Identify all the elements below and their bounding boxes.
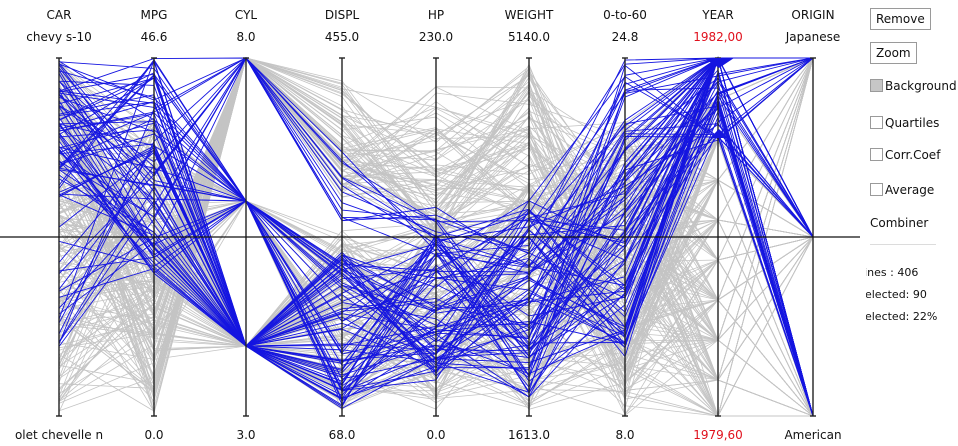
quartiles-label: Quartiles <box>885 116 940 130</box>
axis-min-origin: American <box>784 428 842 442</box>
panel-divider <box>870 244 936 245</box>
year-upper-filter-handle[interactable] <box>704 58 734 68</box>
axis-min-mpg: 0.0 <box>144 428 164 442</box>
axis-min-displ: 68.0 <box>328 428 356 442</box>
axis-max-hp: 230.0 <box>418 30 454 44</box>
axis-name-year: YEAR <box>702 8 734 22</box>
checkbox-icon <box>870 79 883 92</box>
axis-name-displ: DISPL <box>324 8 360 22</box>
lines-count: Lines : 406 <box>866 266 919 279</box>
axis-name-cyl: CYL <box>234 8 258 22</box>
axis-max-displ: 455.0 <box>324 30 360 44</box>
background-toggle[interactable]: Background <box>870 79 957 93</box>
axis-name-mpg: MPG <box>140 8 168 22</box>
axis-name-hp: HP <box>427 8 445 22</box>
background-label: Background <box>885 79 957 93</box>
remove-button[interactable]: Remove <box>870 8 931 30</box>
selected-percent: Selected: 22% <box>866 310 938 323</box>
quartiles-toggle[interactable]: Quartiles <box>870 116 939 130</box>
axis-min-year: 1979,60 <box>693 428 743 442</box>
axis-max-origin: Japanese <box>785 30 841 44</box>
corr-coef-label: Corr.Coef <box>885 148 941 162</box>
axis-min-car: olet chevelle n <box>14 428 104 442</box>
axis-max-weight: 5140.0 <box>508 30 550 44</box>
average-label: Average <box>885 183 935 197</box>
control-panel: Remove Zoom Background Quartiles Corr.Co… <box>866 0 958 446</box>
zoom-button[interactable]: Zoom <box>870 42 917 64</box>
axis-min-hp: 0.0 <box>426 428 446 442</box>
axis-min-weight: 1613.0 <box>508 428 550 442</box>
axis-name-0-to-60: 0-to-60 <box>603 8 647 22</box>
axis-name-origin: ORIGIN <box>791 8 835 22</box>
axis-max-cyl: 8.0 <box>236 30 256 44</box>
axis-max-mpg: 46.6 <box>140 30 168 44</box>
axis-min-cyl: 3.0 <box>236 428 256 442</box>
checkbox-icon <box>870 183 883 196</box>
axis-max-year: 1982,00 <box>693 30 743 44</box>
average-toggle[interactable]: Average <box>870 183 934 197</box>
year-lower-filter-handle[interactable] <box>710 129 728 138</box>
axis-max-car: chevy s-10 <box>26 30 92 44</box>
combiner-label[interactable]: Combiner <box>870 216 929 230</box>
selected-count: Selected: 90 <box>866 288 927 301</box>
checkbox-icon <box>870 116 883 129</box>
axis-min-0-to-60: 8.0 <box>615 428 635 442</box>
axis-name-weight: WEIGHT <box>504 8 554 22</box>
corr-coef-toggle[interactable]: Corr.Coef <box>870 148 940 162</box>
checkbox-icon <box>870 148 883 161</box>
axis-max-0-to-60: 24.8 <box>611 30 639 44</box>
axis-name-car: CAR <box>46 8 72 22</box>
